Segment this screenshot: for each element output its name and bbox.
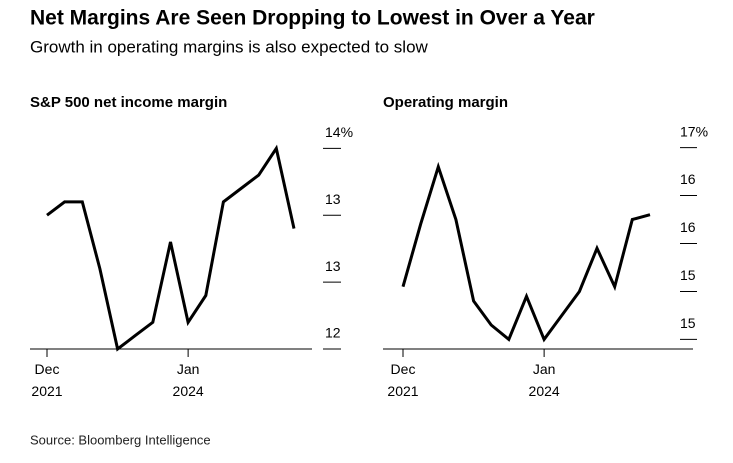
y-tick-label: 15 <box>680 315 696 331</box>
chart-title: Net Margins Are Seen Dropping to Lowest … <box>30 7 595 30</box>
x-tick-label: Dec 2021 <box>31 361 62 399</box>
y-tick-label: 12 <box>325 325 341 341</box>
y-tick-label: 13 <box>325 258 341 274</box>
line <box>46 144 296 352</box>
y-tick-label: 16 <box>680 219 696 235</box>
chart-subtitle: Growth in operating margins is also expe… <box>30 37 429 56</box>
line <box>401 161 651 343</box>
y-tick-label: 15 <box>680 267 696 283</box>
y-tick-label: 17% <box>680 123 708 139</box>
y-tick-label: 14% <box>325 124 353 140</box>
panel-title: Operating margin <box>383 94 508 111</box>
x-tick-label: Jan 2024 <box>529 361 560 399</box>
x-tick-label: Jan 2024 <box>173 361 204 399</box>
panel-title: S&P 500 net income margin <box>30 94 227 111</box>
y-tick-label: 13 <box>325 191 341 207</box>
source: Source: Bloomberg Intelligence <box>30 432 211 447</box>
y-tick-label: 16 <box>680 171 696 187</box>
x-tick-label: Dec 2021 <box>387 361 418 399</box>
